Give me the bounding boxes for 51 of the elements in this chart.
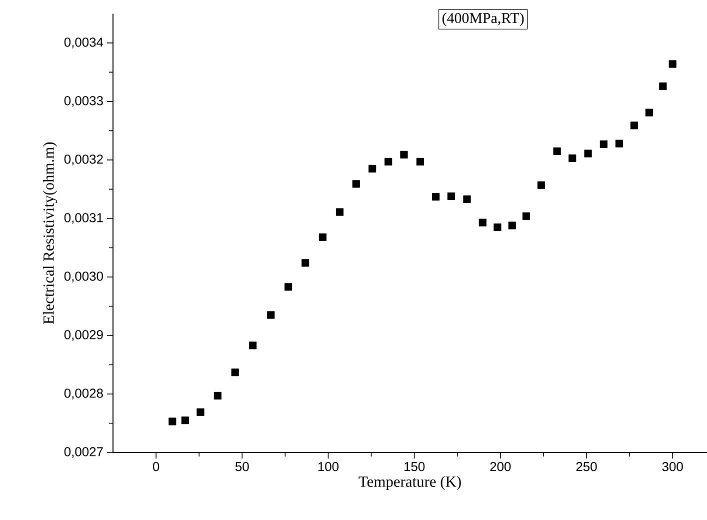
y-tick-label: 0,0031	[64, 213, 103, 224]
point	[600, 140, 608, 148]
point	[584, 150, 592, 158]
point	[668, 60, 676, 68]
y-tick-label: 0,0029	[64, 330, 103, 341]
x-tick-label: 0	[152, 462, 160, 472]
y-axis-title: Electrical Resistivity(ohm.m)	[42, 142, 58, 324]
point	[302, 259, 310, 267]
y-tick-label: 0,0034	[64, 38, 104, 48]
x-tick-label: 150	[404, 462, 425, 472]
point	[522, 212, 530, 220]
y-tick-label: 0,0033	[64, 96, 103, 107]
point	[368, 164, 376, 173]
point	[494, 223, 502, 232]
text: (400MPa,RT)	[442, 12, 524, 26]
point	[384, 158, 392, 166]
point	[284, 283, 292, 291]
y-tick-label: 0,0028	[64, 388, 103, 400]
point	[615, 140, 623, 148]
point	[352, 180, 360, 188]
point	[568, 154, 576, 162]
point	[553, 147, 561, 155]
point	[181, 416, 189, 424]
x-axis-title: Temperature (K)	[358, 476, 461, 490]
point	[318, 233, 326, 241]
point	[400, 150, 408, 158]
x-tick-label: 50	[235, 462, 249, 472]
y-tick-label: 0,0032	[64, 154, 103, 166]
point	[478, 218, 486, 226]
point	[463, 195, 471, 203]
point	[645, 108, 653, 116]
point	[416, 158, 424, 166]
x-tick-label: 250	[576, 462, 597, 472]
y-tick-label: 0,0027	[64, 447, 103, 458]
point	[630, 122, 638, 130]
point	[659, 82, 667, 90]
x-tick-label: 200	[490, 462, 511, 472]
point	[214, 392, 222, 400]
point	[196, 408, 204, 416]
point	[231, 368, 239, 376]
y-tick-label: 0,0030	[64, 272, 103, 282]
point	[267, 311, 275, 319]
point	[168, 418, 176, 426]
point	[508, 222, 516, 230]
x-tick-label: 300	[662, 462, 683, 472]
point	[249, 342, 257, 350]
point	[336, 208, 344, 216]
point	[537, 181, 545, 189]
point	[432, 193, 440, 201]
point	[447, 192, 455, 200]
x-tick-label: 100	[318, 462, 339, 472]
